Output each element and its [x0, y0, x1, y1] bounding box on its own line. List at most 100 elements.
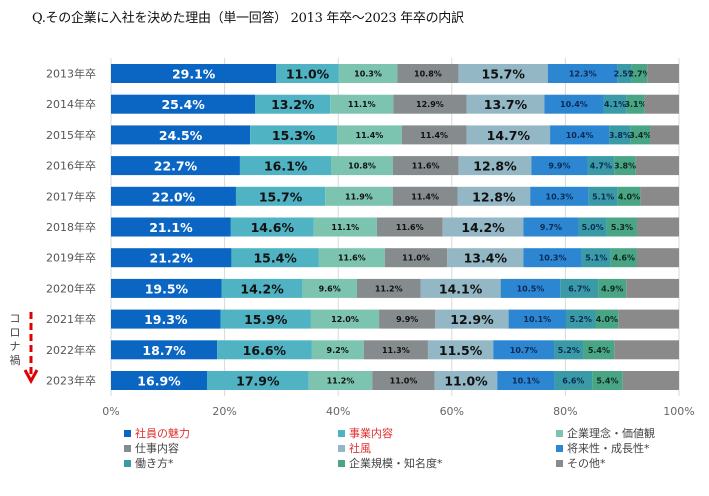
bar-segment: [595, 309, 619, 329]
bar-segment: [565, 309, 596, 329]
data-label: 5.1%: [592, 192, 614, 201]
data-label: 9.2%: [327, 346, 349, 355]
data-label: 10.3%: [546, 192, 574, 201]
bar-segment: [626, 278, 679, 298]
bar-segment: [550, 125, 610, 145]
data-label: 5.0%: [582, 223, 604, 232]
legend-swatch: [338, 444, 345, 452]
bar-segment: [560, 278, 599, 298]
y-tick-label: 2015年卒: [46, 128, 96, 142]
legend-item: 社風: [338, 440, 371, 456]
bar-segment: [392, 156, 459, 176]
bar-segment: [376, 217, 443, 237]
data-label: 16.1%: [264, 159, 308, 174]
bar-segment: [508, 309, 566, 329]
data-label: 9.6%: [319, 284, 341, 293]
bar-segment: [255, 94, 331, 114]
bar-segment: [392, 186, 458, 206]
bar-segment: [217, 340, 312, 360]
bar-segment: [630, 125, 651, 145]
bar-segment: [458, 156, 532, 176]
bar-segment: [610, 248, 637, 268]
data-label: 11.0%: [402, 254, 430, 263]
corona-arrow-icon: [23, 312, 39, 385]
bar-segment: [523, 217, 579, 237]
corona-char: ロ: [9, 326, 21, 339]
data-label: 10.1%: [512, 377, 540, 386]
bar-segment: [547, 64, 618, 83]
x-tick-label: 80%: [553, 405, 577, 418]
legend-label: 将来性・成長性*: [567, 442, 650, 455]
bar-segment: [644, 94, 679, 114]
legend-swatch: [556, 459, 563, 467]
bar-segment: [493, 340, 555, 360]
arrow-head: [23, 369, 39, 385]
y-tick-label: 2022年卒: [46, 343, 96, 357]
corona-char: コ: [9, 312, 21, 325]
data-label: 4.6%: [613, 254, 635, 263]
data-label: 15.3%: [272, 128, 316, 143]
bar-segment: [111, 186, 236, 206]
legend-item: 社員の魅力: [124, 425, 190, 441]
legend-swatch: [124, 429, 131, 437]
bar-segment: [636, 248, 679, 268]
data-label: 4.1%: [604, 100, 626, 109]
data-label: 3.8%: [614, 162, 636, 171]
data-label: 14.6%: [251, 220, 295, 235]
bar-segment: [636, 217, 679, 237]
y-tick-label: 2016年卒: [46, 159, 96, 173]
legend-label: 事業内容: [349, 427, 393, 440]
data-label: 9.9%: [396, 315, 418, 324]
bar-segment: [111, 278, 222, 298]
bar-segment: [447, 248, 524, 268]
bar-segment: [239, 156, 332, 176]
legend-swatch: [338, 429, 345, 437]
bar-segment: [603, 94, 627, 114]
bar-segment: [111, 248, 232, 268]
data-label: 12.9%: [450, 312, 494, 327]
data-label: 5.3%: [611, 223, 633, 232]
data-label: 11.0%: [390, 377, 418, 386]
bar-segment: [325, 186, 393, 206]
legend-item: 仕事内容: [124, 440, 179, 456]
bar-segment: [420, 278, 501, 298]
bar-segment: [311, 340, 364, 360]
x-tick-label: 20%: [212, 405, 236, 418]
y-tick-label: 2014年卒: [46, 97, 96, 111]
y-tick-label: 2013年卒: [46, 67, 96, 81]
data-label: 11.4%: [356, 131, 384, 140]
bar-segment: [372, 371, 435, 390]
corona-annotation: コ ロ ナ 禍: [8, 312, 22, 368]
data-label: 11.6%: [396, 223, 424, 232]
legend-item: 働き方*: [124, 455, 174, 471]
data-label: 22.0%: [152, 189, 196, 204]
data-label: 21.1%: [149, 220, 193, 235]
legend-item: その他*: [556, 455, 606, 471]
y-tick-label: 2018年卒: [46, 220, 96, 234]
bar-segment: [617, 186, 641, 206]
data-label: 12.9%: [416, 100, 444, 109]
bar-segment: [554, 340, 584, 360]
bar-segment: [614, 156, 636, 176]
data-label: 11.3%: [382, 346, 410, 355]
data-label: 11.5%: [439, 343, 483, 358]
bar-segment: [111, 371, 207, 390]
bar-segment: [230, 217, 314, 237]
data-label: 11.2%: [375, 284, 403, 293]
bar-segment: [111, 125, 251, 145]
data-label: 9.7%: [540, 223, 562, 232]
data-label: 11.9%: [345, 192, 373, 201]
legend-swatch: [338, 459, 345, 467]
bar-segment: [250, 125, 338, 145]
bar-segment: [530, 186, 589, 206]
legend-item: 企業理念・価値観: [556, 425, 655, 441]
data-label: 6.6%: [562, 377, 584, 386]
bar-segment: [457, 186, 531, 206]
bar-segment: [497, 371, 555, 390]
legend-label: 社員の魅力: [135, 427, 190, 440]
data-label: 12.3%: [569, 70, 597, 79]
data-label: 4.9%: [601, 284, 623, 293]
bar-segment: [500, 278, 561, 298]
legend-item: 将来性・成長性*: [556, 440, 650, 456]
bar-segment: [622, 371, 679, 390]
